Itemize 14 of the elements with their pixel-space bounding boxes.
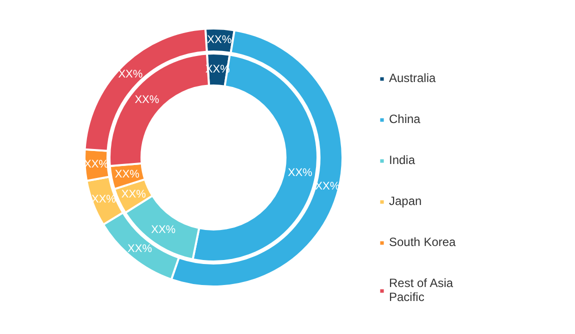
data-label: XX% (114, 168, 140, 181)
legend-label: Japan (389, 194, 422, 208)
data-label: XX% (118, 68, 143, 80)
data-label: XX% (121, 188, 146, 200)
legend-label: South Korea (389, 235, 456, 249)
legend-label: Australia (389, 71, 436, 85)
data-label: XX% (128, 242, 152, 255)
legend-label: China (389, 112, 420, 126)
data-label: XX% (288, 167, 313, 180)
data-label: XX% (134, 94, 160, 106)
legend-label: Rest of Asia Pacific (389, 276, 454, 304)
data-label: XX% (207, 34, 232, 46)
data-label: XX% (151, 224, 176, 236)
legend-label: India (389, 153, 416, 167)
